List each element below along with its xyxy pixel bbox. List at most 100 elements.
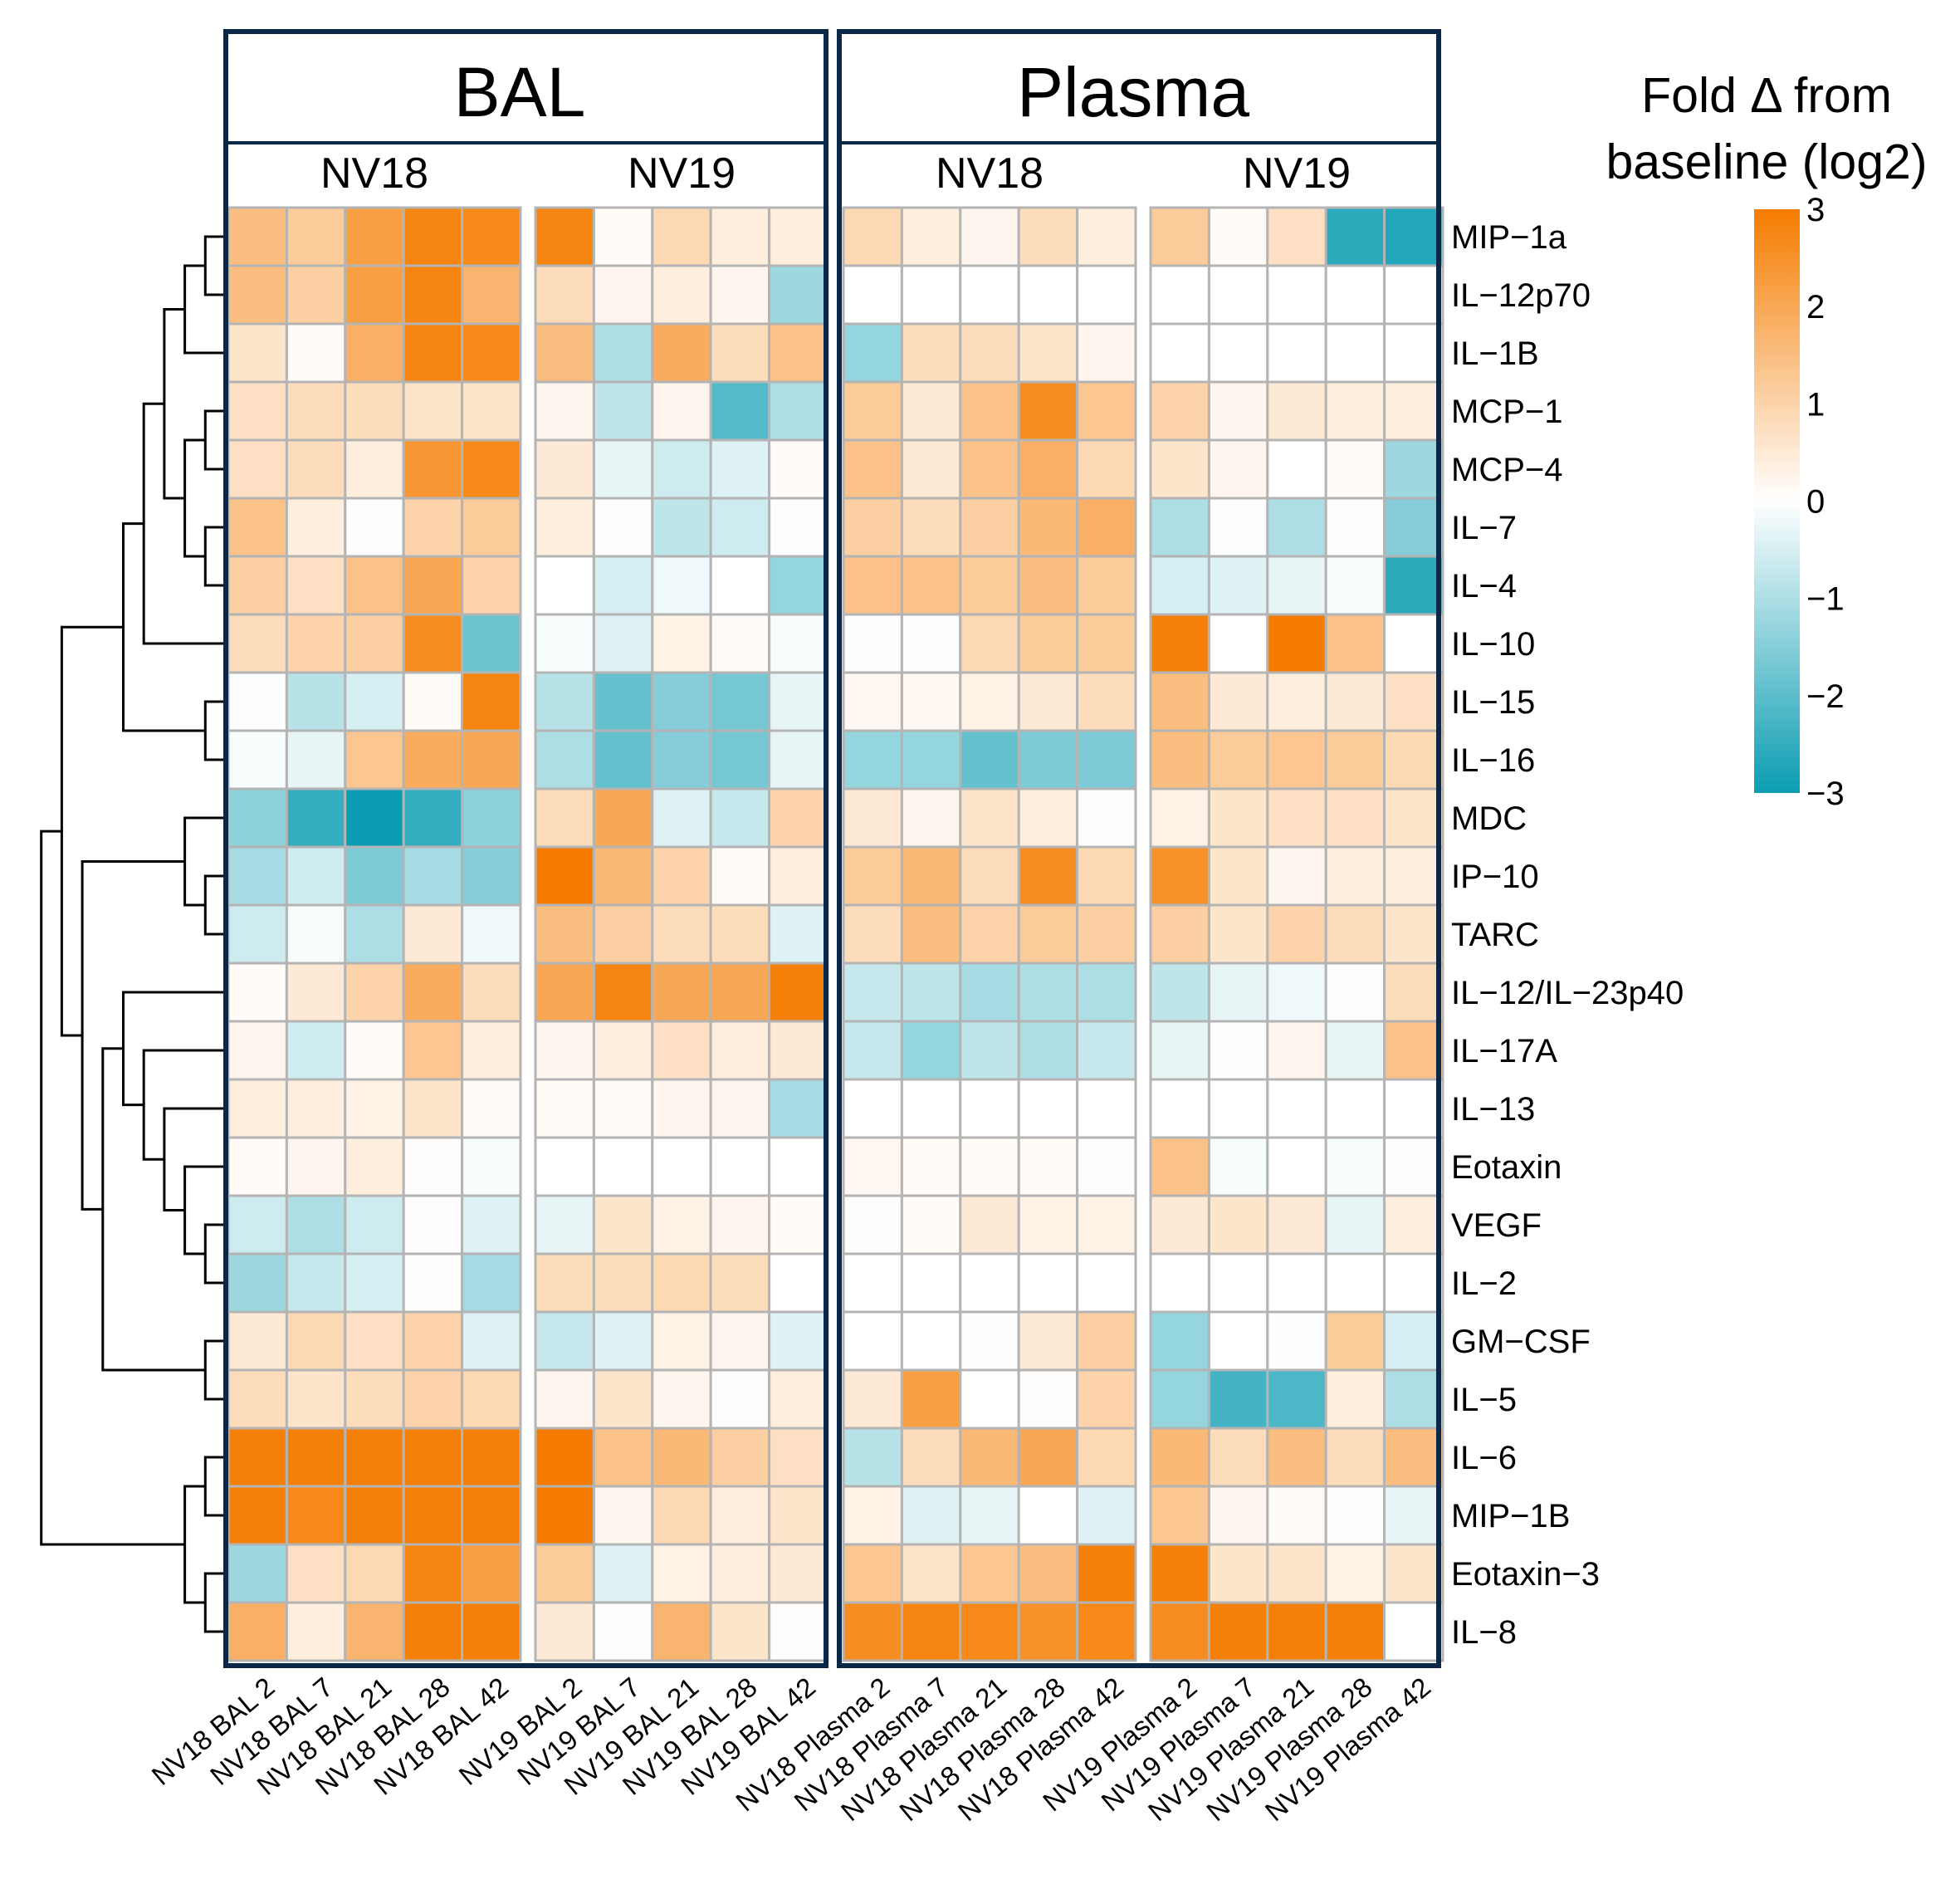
heatmap-cell-il-10-nv19-plasma-42: [1383, 613, 1444, 674]
heatmap-cell-mdc-nv18-plasma-28: [1017, 787, 1079, 849]
heatmap-cell-mdc-nv19-bal-2: [534, 787, 595, 849]
heatmap-cell-il-12-il-23p40-nv18-plasma-2: [842, 962, 903, 1023]
heatmap-cell-il-7-nv19-plasma-42: [1383, 497, 1444, 558]
row-label-il-6: IL−6: [1451, 1440, 1517, 1476]
heatmap-cell-il-7-nv18-bal-2: [227, 497, 288, 558]
heatmap-cell-mip-1b-nv18-plasma-21: [959, 1485, 1020, 1546]
heatmap-cell-il-15-nv18-plasma-2: [842, 671, 903, 732]
heatmap-cell-mip-1a-nv19-plasma-21: [1266, 206, 1327, 267]
heatmap-cell-il-6-nv19-plasma-2: [1149, 1427, 1210, 1488]
heatmap-cell-mip-1a-nv19-bal-28: [709, 206, 771, 267]
heatmap-cell-il-12p70-nv19-plasma-2: [1149, 264, 1210, 325]
heatmap-cell-il-16-nv18-plasma-2: [842, 729, 903, 790]
heatmap-cell-il-15-nv19-plasma-2: [1149, 671, 1210, 732]
heatmap-cell-il-10-nv18-plasma-7: [900, 613, 962, 674]
heatmap-cell-il-8-nv18-bal-7: [285, 1601, 347, 1662]
heatmap-cell-il-13-nv18-plasma-42: [1076, 1078, 1137, 1139]
heatmap-cell-il-1b-nv19-plasma-42: [1383, 322, 1444, 384]
heatmap-cell-mip-1b-nv18-bal-42: [461, 1485, 522, 1546]
heatmap-cell-ip-10-nv19-bal-42: [768, 845, 829, 907]
heatmap-cell-il-2-nv18-bal-28: [402, 1252, 464, 1314]
heatmap-cell-mcp-4-nv19-bal-28: [709, 438, 771, 500]
heatmap-cell-il-6-nv19-bal-28: [709, 1427, 771, 1488]
heatmap-cell-il-8-nv18-bal-2: [227, 1601, 288, 1662]
heatmap-cell-il-4-nv19-plasma-42: [1383, 555, 1444, 616]
heatmap-cell-il-16-nv19-bal-21: [651, 729, 712, 790]
heatmap-cell-il-5-nv18-plasma-28: [1017, 1368, 1079, 1430]
heatmap-cell-il-15-nv19-plasma-42: [1383, 671, 1444, 732]
heatmap-cell-il-12p70-nv18-plasma-2: [842, 264, 903, 325]
heatmap-cell-il-13-nv19-bal-21: [651, 1078, 712, 1139]
heatmap-cell-gm-csf-nv18-bal-7: [285, 1310, 347, 1372]
heatmap-cell-il-7-nv18-bal-7: [285, 497, 347, 558]
heatmap-cell-mcp-4-nv19-plasma-7: [1207, 438, 1269, 500]
heatmap-cell-eotaxin-3-nv19-plasma-21: [1266, 1543, 1327, 1604]
heatmap-cell-mcp-1-nv19-bal-42: [768, 380, 829, 442]
heatmap-cell-il-2-nv19-bal-2: [534, 1252, 595, 1314]
heatmap-cell-il-16-nv19-plasma-7: [1207, 729, 1269, 790]
heatmap-cell-il-8-nv19-plasma-42: [1383, 1601, 1444, 1662]
heatmap-cell-eotaxin-nv19-bal-42: [768, 1136, 829, 1197]
heatmap-cell-il-8-nv18-bal-42: [461, 1601, 522, 1662]
heatmap-cell-il-12p70-nv19-bal-42: [768, 264, 829, 325]
heatmap-cell-il-4-nv19-bal-28: [709, 555, 771, 616]
heatmap-cell-il-6-nv18-plasma-21: [959, 1427, 1020, 1488]
heatmap-cell-mcp-1-nv18-bal-2: [227, 380, 288, 442]
heatmap-cell-il-16-nv18-bal-42: [461, 729, 522, 790]
heatmap-cell-il-2-nv18-plasma-7: [900, 1252, 962, 1314]
heatmap-cell-ip-10-nv19-bal-7: [592, 845, 654, 907]
heatmap-cell-il-7-nv18-plasma-2: [842, 497, 903, 558]
heatmap-cell-il-6-nv18-plasma-42: [1076, 1427, 1137, 1488]
row-label-mcp-1: MCP−1: [1451, 394, 1563, 430]
heatmap-cell-il-1b-nv19-bal-7: [592, 322, 654, 384]
heatmap-cell-il-13-nv18-plasma-21: [959, 1078, 1020, 1139]
heatmap-cell-vegf-nv19-bal-7: [592, 1194, 654, 1255]
heatmap-cell-il-10-nv19-bal-28: [709, 613, 771, 674]
heatmap-cell-mdc-nv19-plasma-7: [1207, 787, 1269, 849]
heatmap-cell-eotaxin-nv18-plasma-42: [1076, 1136, 1137, 1197]
panel-frame-plasma: [837, 29, 1441, 1668]
heatmap-cell-tarc-nv18-bal-42: [461, 903, 522, 965]
heatmap-cell-il-12-il-23p40-nv19-plasma-2: [1149, 962, 1210, 1023]
heatmap-cell-il-6-nv19-bal-2: [534, 1427, 595, 1488]
heatmap-cell-il-1b-nv19-plasma-21: [1266, 322, 1327, 384]
heatmap-cell-mcp-1-nv18-plasma-28: [1017, 380, 1079, 442]
heatmap-cell-mcp-1-nv19-plasma-7: [1207, 380, 1269, 442]
heatmap-cell-il-8-nv19-plasma-7: [1207, 1601, 1269, 1662]
heatmap-cell-vegf-nv18-plasma-7: [900, 1194, 962, 1255]
heatmap-cell-tarc-nv18-bal-28: [402, 903, 464, 965]
row-label-mdc: MDC: [1451, 800, 1527, 837]
legend-tick-label: 3: [1806, 192, 1825, 228]
heatmap-cell-il-6-nv18-bal-2: [227, 1427, 288, 1488]
heatmap-cell-il-15-nv19-bal-28: [709, 671, 771, 732]
heatmap-cell-il-5-nv19-plasma-28: [1324, 1368, 1386, 1430]
heatmap-cell-tarc-nv19-bal-42: [768, 903, 829, 965]
heatmap-cell-mip-1a-nv19-plasma-2: [1149, 206, 1210, 267]
heatmap-cell-eotaxin-nv19-plasma-21: [1266, 1136, 1327, 1197]
heatmap-cell-mcp-4-nv19-bal-21: [651, 438, 712, 500]
heatmap-cell-vegf-nv19-plasma-42: [1383, 1194, 1444, 1255]
dendrogram-branch: [203, 409, 226, 471]
heatmap-cell-il-13-nv19-bal-2: [534, 1078, 595, 1139]
heatmap-cell-il-1b-nv19-bal-21: [651, 322, 712, 384]
dendrogram-branch: [101, 1047, 206, 1372]
heatmap-cell-il-4-nv19-bal-42: [768, 555, 829, 616]
heatmap-cell-il-12-il-23p40-nv18-plasma-21: [959, 962, 1020, 1023]
row-label-il-13: IL−13: [1451, 1091, 1535, 1128]
heatmap-cell-mip-1a-nv19-bal-42: [768, 206, 829, 267]
heatmap-cell-il-10-nv18-plasma-21: [959, 613, 1020, 674]
heatmap-cell-il-8-nv18-plasma-2: [842, 1601, 903, 1662]
panel-frames: [223, 29, 1441, 1668]
heatmap-cell-il-5-nv19-bal-21: [651, 1368, 712, 1430]
heatmap-cell-il-10-nv19-bal-42: [768, 613, 829, 674]
heatmap-cell-tarc-nv19-bal-2: [534, 903, 595, 965]
heatmap-cell-il-7-nv18-plasma-42: [1076, 497, 1137, 558]
heatmap-cell-gm-csf-nv18-bal-28: [402, 1310, 464, 1372]
heatmap-cell-eotaxin-3-nv19-plasma-2: [1149, 1543, 1210, 1604]
dendrogram-branch: [203, 526, 226, 587]
heatmap-cell-mcp-1-nv19-plasma-21: [1266, 380, 1327, 442]
heatmap-cell-il-5-nv19-plasma-21: [1266, 1368, 1327, 1430]
heatmap-cell-il-5-nv19-bal-2: [534, 1368, 595, 1430]
heatmap-cell-eotaxin-nv18-plasma-2: [842, 1136, 903, 1197]
